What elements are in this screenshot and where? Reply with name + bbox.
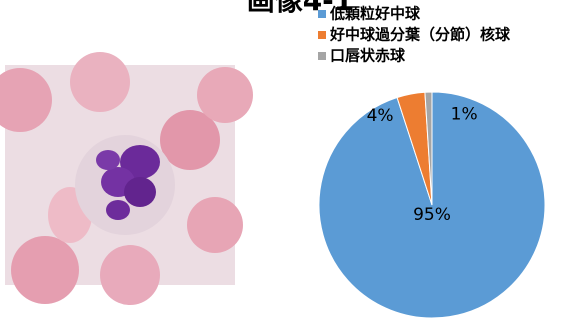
cell-image (0, 52, 253, 305)
legend-label: 好中球過分葉（分節）核球 (329, 26, 511, 44)
legend-swatch (318, 10, 326, 18)
legend-label: 低顆粒好中球 (329, 5, 421, 23)
data-label: 95% (413, 205, 451, 225)
slide: 画像4-1 低顆粒好中球好中球過分葉（分節）核球口唇状赤球95%4%1% (0, 0, 561, 319)
data-label: 4% (367, 106, 394, 126)
legend-swatch (318, 52, 326, 60)
legend-swatch (318, 31, 326, 39)
chart: 画像4-1 低顆粒好中球好中球過分葉（分節）核球口唇状赤球95%4%1% (0, 0, 561, 319)
legend-label: 口唇状赤球 (330, 47, 406, 65)
data-label: 1% (451, 105, 478, 125)
